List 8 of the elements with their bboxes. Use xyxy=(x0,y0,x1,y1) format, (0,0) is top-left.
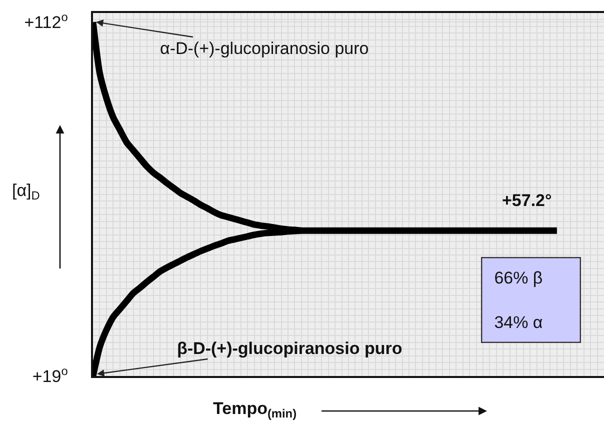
text: 66% β 34% α xyxy=(494,268,543,332)
y-tick-label: +112$^{o}$ xyxy=(24,10,68,32)
x-axis-title: Tempo$_{(min)}$ xyxy=(213,399,297,421)
annotation: +57.2° xyxy=(502,191,552,210)
y-tick-label: +19$^{o}$ xyxy=(32,364,68,386)
annotation: α-D-(+)-glucopiranosio puro xyxy=(160,39,369,58)
y-axis-title: [α]$_{D}$ xyxy=(12,181,40,203)
annotation: β-D-(+)-glucopiranosio puro xyxy=(177,339,402,358)
